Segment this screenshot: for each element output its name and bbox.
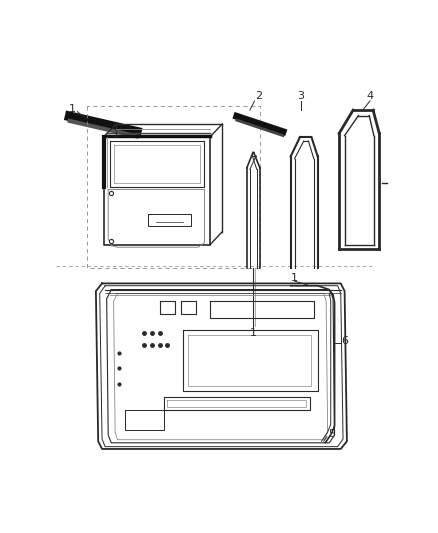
Text: 1: 1 [291,273,298,283]
Text: 6: 6 [341,336,348,346]
Text: 4: 4 [367,91,374,101]
Text: 2: 2 [255,91,263,101]
Text: 3: 3 [297,91,304,101]
Text: 1: 1 [250,328,257,338]
Text: 1: 1 [69,103,76,114]
Text: 5: 5 [328,429,335,439]
